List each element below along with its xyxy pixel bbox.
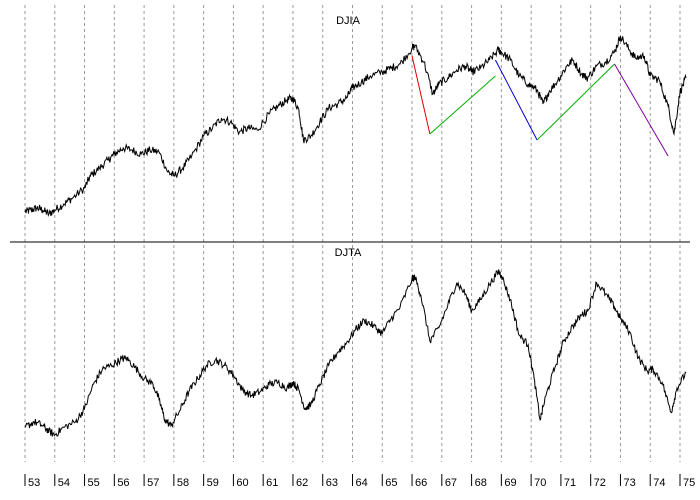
djta-panel-title: DJTA [335, 247, 362, 259]
x-axis: 53 54 55 56 57 58 59 60 61 62 63 64 65 66 67 68 69 70 71 72… [24, 474, 695, 489]
x-tick-label: 75 [683, 477, 695, 489]
x-tick-label: 70 [534, 477, 546, 489]
x-tick-label: 72 [594, 477, 606, 489]
x-tick-label: 73 [623, 477, 635, 489]
x-tick-label: 67 [445, 477, 457, 489]
djia-panel-title: DJIA [336, 15, 361, 27]
djia-series [24, 35, 687, 218]
x-tick-label: 53 [28, 477, 40, 489]
x-tick-label: 69 [504, 477, 516, 489]
trendline [494, 59, 538, 141]
year-gridlines [24, 5, 681, 462]
x-tick-label: 71 [564, 477, 576, 489]
x-tick-label: 63 [326, 477, 338, 489]
djta-series [24, 269, 687, 437]
x-tick-label: 57 [147, 477, 159, 489]
trendline [614, 63, 669, 157]
x-tick-label: 64 [356, 477, 368, 489]
x-tick-label: 74 [653, 477, 665, 489]
x-tick-label: 59 [207, 477, 219, 489]
x-tick-label: 68 [475, 477, 487, 489]
series-line [24, 269, 687, 437]
trendline [411, 55, 431, 135]
djia-trendlines [411, 55, 669, 157]
x-tick-label: 60 [236, 477, 248, 489]
series-line [24, 35, 687, 218]
trendline [429, 75, 496, 135]
x-tick-label: 62 [296, 477, 308, 489]
x-tick-label: 58 [177, 477, 189, 489]
x-tick-label: 61 [266, 477, 278, 489]
trendline [536, 63, 615, 141]
x-tick-label: 54 [58, 477, 70, 489]
x-tick-label: 56 [117, 477, 129, 489]
x-tick-label: 55 [88, 477, 100, 489]
x-tick-label: 65 [385, 477, 397, 489]
x-tick-label: 66 [415, 477, 427, 489]
